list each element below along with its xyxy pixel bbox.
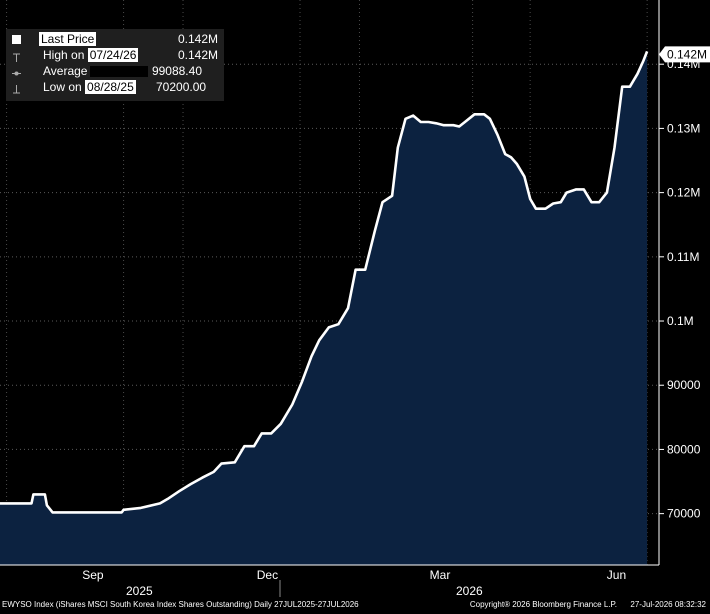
legend-low-date: 08/28/25 bbox=[85, 80, 136, 94]
x-tick-label: Mar bbox=[430, 568, 451, 582]
legend-high-value: 0.142M bbox=[177, 48, 218, 62]
legend-low: Low on 08/28/25 70200.00 bbox=[6, 80, 224, 95]
x-tick-label: Dec bbox=[257, 568, 278, 582]
legend-average-label: Average bbox=[43, 64, 88, 78]
year-label-2025: 2025 bbox=[126, 584, 153, 598]
legend-average-value: 99088.40 bbox=[151, 64, 202, 78]
square-icon bbox=[12, 35, 21, 44]
y-tick-label: 0.11M bbox=[667, 250, 699, 264]
y-tick-label: 0.1M bbox=[667, 314, 694, 328]
timestamp: 27-Jul-2026 08:32:32 bbox=[630, 600, 706, 609]
legend-low-label: Low on 08/28/25 bbox=[43, 80, 136, 94]
last-value-label: 0.142M bbox=[667, 47, 707, 61]
legend-average: Average 99088.40 bbox=[6, 64, 224, 79]
legend-high: High on 07/24/26 0.142M bbox=[6, 48, 224, 63]
average-marker-icon bbox=[12, 67, 21, 76]
high-marker-icon bbox=[12, 51, 21, 62]
last-value-tag: 0.142M bbox=[659, 46, 710, 63]
y-tick-label: 90000 bbox=[667, 378, 701, 392]
copyright-line: Copyright® 2026 Bloomberg Finance L.P. 2… bbox=[470, 600, 706, 609]
x-tick-label: Sep bbox=[82, 568, 104, 582]
x-tick-label: Jun bbox=[607, 568, 626, 582]
legend-low-value: 70200.00 bbox=[156, 80, 207, 94]
legend-last-price-value: 0.142M bbox=[177, 32, 218, 46]
series-line bbox=[0, 50, 649, 514]
legend-high-label: High on 07/24/26 bbox=[43, 48, 139, 62]
legend-average-bar bbox=[90, 66, 148, 77]
y-tick-label: 70000 bbox=[667, 507, 701, 521]
y-tick-label: 0.13M bbox=[667, 121, 700, 135]
legend-high-date: 07/24/26 bbox=[87, 48, 139, 62]
x-ticks: Sep Dec Mar Jun bbox=[82, 568, 626, 582]
copyright-text: Copyright® 2026 Bloomberg Finance L.P. bbox=[469, 600, 618, 609]
series-area bbox=[0, 51, 648, 565]
ticker-description: EWYSO Index (iShares MSCI South Korea In… bbox=[2, 600, 359, 609]
year-label-2026: 2026 bbox=[456, 584, 483, 598]
y-tick-label: 0.12M bbox=[667, 186, 700, 200]
legend-last-price: Last Price 0.142M bbox=[6, 32, 224, 47]
last-value-box bbox=[659, 46, 710, 63]
low-marker-icon bbox=[12, 83, 21, 94]
legend-last-price-label: Last Price bbox=[39, 32, 97, 46]
legend: Last Price 0.142M High on 07/24/26 0.142… bbox=[6, 29, 224, 101]
y-tick-label: 80000 bbox=[667, 442, 701, 456]
